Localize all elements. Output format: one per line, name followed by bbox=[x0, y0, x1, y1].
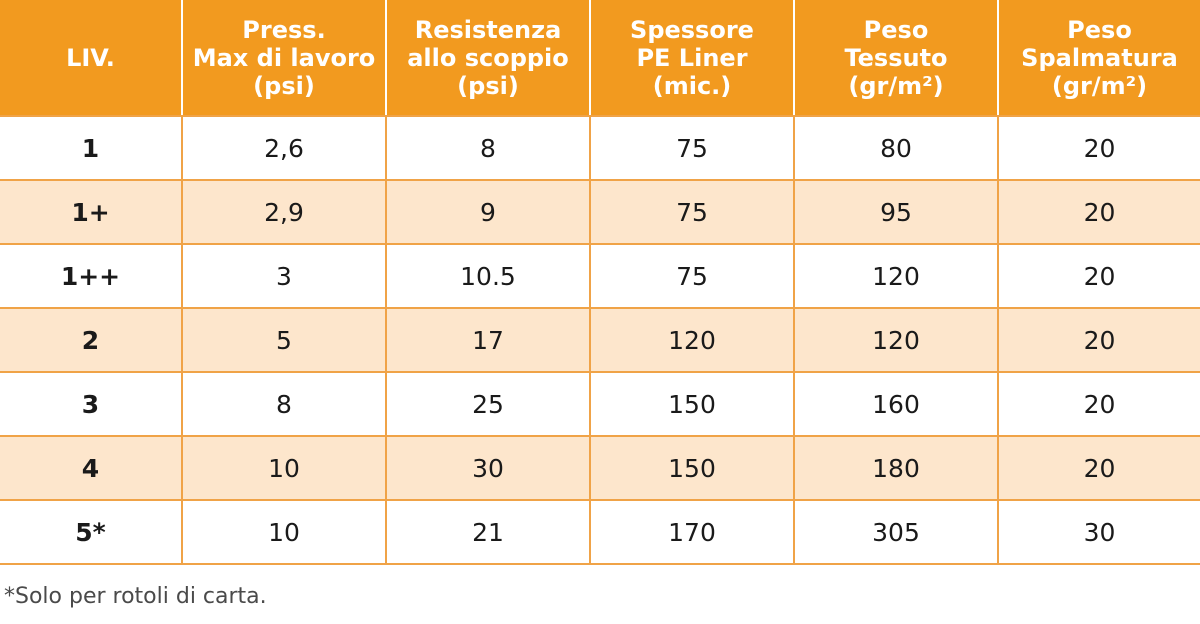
cell-peso-tessuto: 160 bbox=[793, 372, 999, 437]
cell-peso-spalmatura: 20 bbox=[997, 308, 1200, 373]
header-row: LIV. Press. Max di lavoro (psi) Resisten… bbox=[0, 0, 1200, 117]
table-body: 1 2,6 8 75 80 20 1+ 2,9 9 75 95 20 1++ 3… bbox=[0, 116, 1200, 565]
cell-resistenza: 25 bbox=[385, 372, 591, 437]
table-row: 3 8 25 150 160 20 bbox=[0, 372, 1200, 437]
header-line: Max di lavoro bbox=[192, 43, 376, 72]
cell-resistenza: 9 bbox=[385, 180, 591, 245]
cell-spessore: 170 bbox=[589, 500, 795, 565]
cell-peso-spalmatura: 20 bbox=[997, 180, 1200, 245]
header-peso-spalmatura: Peso Spalmatura (gr/m²) bbox=[997, 0, 1200, 117]
cell-resistenza: 17 bbox=[385, 308, 591, 373]
table-row: 5* 10 21 170 305 30 bbox=[0, 500, 1200, 565]
cell-pressione: 2,6 bbox=[181, 116, 387, 181]
header-line: Peso bbox=[863, 15, 929, 44]
cell-level: 3 bbox=[0, 372, 183, 437]
cell-level: 2 bbox=[0, 308, 183, 373]
table-row: 1 2,6 8 75 80 20 bbox=[0, 116, 1200, 181]
cell-peso-tessuto: 80 bbox=[793, 116, 999, 181]
table-row: 4 10 30 150 180 20 bbox=[0, 436, 1200, 501]
header-line: PE Liner bbox=[636, 43, 748, 72]
header-pressione-max: Press. Max di lavoro (psi) bbox=[181, 0, 387, 117]
cell-peso-spalmatura: 20 bbox=[997, 244, 1200, 309]
header-line: (psi) bbox=[253, 71, 315, 100]
cell-level: 5* bbox=[0, 500, 183, 565]
cell-level: 1 bbox=[0, 116, 183, 181]
header-resistenza: Resistenza allo scoppio (psi) bbox=[385, 0, 591, 117]
header-line: Resistenza bbox=[414, 15, 562, 44]
cell-peso-tessuto: 95 bbox=[793, 180, 999, 245]
header-line: Tessuto bbox=[844, 43, 948, 72]
cell-pressione: 10 bbox=[181, 436, 387, 501]
header-line: Spessore bbox=[630, 15, 754, 44]
cell-resistenza: 30 bbox=[385, 436, 591, 501]
spec-table: LIV. Press. Max di lavoro (psi) Resisten… bbox=[0, 0, 1200, 565]
header-line: Peso bbox=[1067, 15, 1132, 44]
cell-peso-tessuto: 120 bbox=[793, 308, 999, 373]
cell-pressione: 8 bbox=[181, 372, 387, 437]
header-line: (mic.) bbox=[652, 71, 732, 100]
header-spessore: Spessore PE Liner (mic.) bbox=[589, 0, 795, 117]
cell-spessore: 75 bbox=[589, 116, 795, 181]
cell-level: 1+ bbox=[0, 180, 183, 245]
cell-peso-spalmatura: 20 bbox=[997, 372, 1200, 437]
cell-peso-tessuto: 305 bbox=[793, 500, 999, 565]
header-line: Spalmatura bbox=[1021, 43, 1178, 72]
header-line: LIV. bbox=[66, 43, 115, 72]
header-liv: LIV. bbox=[0, 0, 183, 117]
header-line: Press. bbox=[242, 15, 326, 44]
header-line: (gr/m²) bbox=[848, 71, 944, 100]
cell-peso-tessuto: 180 bbox=[793, 436, 999, 501]
header-line: (gr/m²) bbox=[1051, 71, 1148, 100]
cell-pressione: 2,9 bbox=[181, 180, 387, 245]
cell-peso-spalmatura: 20 bbox=[997, 436, 1200, 501]
header-peso-tessuto: Peso Tessuto (gr/m²) bbox=[793, 0, 999, 117]
cell-peso-spalmatura: 30 bbox=[997, 500, 1200, 565]
cell-resistenza: 8 bbox=[385, 116, 591, 181]
footnote: *Solo per rotoli di carta. bbox=[4, 584, 267, 609]
cell-spessore: 150 bbox=[589, 436, 795, 501]
table-row: 1++ 3 10.5 75 120 20 bbox=[0, 244, 1200, 309]
header-line: allo scoppio bbox=[407, 43, 569, 72]
table-row: 1+ 2,9 9 75 95 20 bbox=[0, 180, 1200, 245]
cell-spessore: 75 bbox=[589, 180, 795, 245]
cell-level: 4 bbox=[0, 436, 183, 501]
cell-peso-tessuto: 120 bbox=[793, 244, 999, 309]
header-line: (psi) bbox=[457, 71, 519, 100]
cell-pressione: 3 bbox=[181, 244, 387, 309]
cell-resistenza: 10.5 bbox=[385, 244, 591, 309]
cell-pressione: 5 bbox=[181, 308, 387, 373]
table-header: LIV. Press. Max di lavoro (psi) Resisten… bbox=[0, 0, 1200, 117]
cell-peso-spalmatura: 20 bbox=[997, 116, 1200, 181]
table-row: 2 5 17 120 120 20 bbox=[0, 308, 1200, 373]
cell-spessore: 150 bbox=[589, 372, 795, 437]
cell-spessore: 75 bbox=[589, 244, 795, 309]
cell-spessore: 120 bbox=[589, 308, 795, 373]
cell-level: 1++ bbox=[0, 244, 183, 309]
cell-pressione: 10 bbox=[181, 500, 387, 565]
cell-resistenza: 21 bbox=[385, 500, 591, 565]
